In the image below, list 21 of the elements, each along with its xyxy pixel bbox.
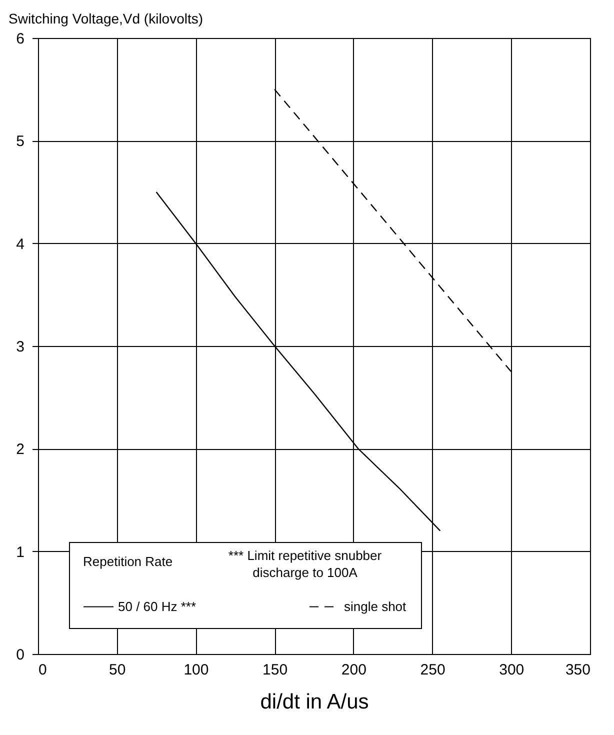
y-tick-label: 5 [16, 133, 24, 150]
x-tick-label: 0 [38, 662, 47, 678]
x-axis-title: di/dt in A/us [260, 690, 369, 714]
x-tick-label: 150 [262, 662, 288, 678]
x-tick-label: 350 [565, 662, 590, 678]
y-tick-label: 0 [16, 646, 24, 664]
legend-label: single shot [344, 598, 407, 614]
legend-title: Repetition Rate [83, 554, 173, 569]
x-tick-label: 250 [420, 662, 446, 678]
x-tick-label: 300 [499, 662, 524, 678]
y-tick-label: 4 [16, 236, 24, 253]
y-tick-label: 3 [16, 338, 24, 356]
y-axis-title: Switching Voltage,Vd (kilovolts) [8, 10, 204, 26]
y-tick-label: 1 [16, 544, 24, 561]
y-tick-label: 2 [16, 441, 24, 458]
y-tick-label: 6 [16, 30, 24, 48]
x-tick-label: 200 [341, 662, 366, 678]
x-tick-label: 100 [184, 662, 209, 678]
legend-label: 50 / 60 Hz *** [118, 598, 196, 614]
annotation: *** Limit repetitive snubber discharge to 100A [228, 548, 382, 580]
x-tick-label: 50 [109, 662, 126, 678]
